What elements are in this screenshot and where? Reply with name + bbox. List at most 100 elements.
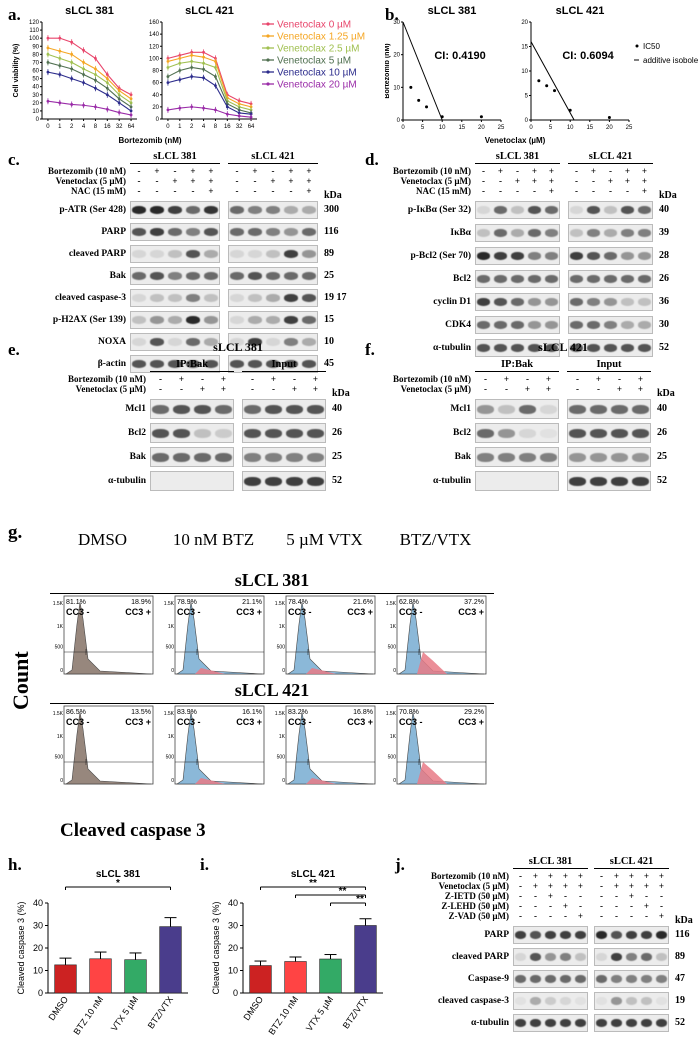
bar	[319, 958, 342, 994]
band	[284, 228, 298, 237]
data-point	[70, 52, 74, 56]
treatment-sign: +	[514, 176, 521, 186]
band	[286, 477, 303, 486]
band	[266, 250, 280, 259]
y-tick-label: 1K	[57, 734, 64, 740]
band	[641, 953, 652, 962]
series-line	[167, 60, 252, 111]
band	[230, 316, 244, 325]
membrane-strip	[130, 245, 220, 263]
band	[150, 250, 164, 259]
data-point	[249, 105, 253, 109]
band-label: α-tubulin	[470, 1018, 509, 1028]
data-point	[58, 101, 62, 105]
x-tick-label: 10	[567, 125, 574, 131]
data-point	[190, 60, 194, 63]
treatment-sign: +	[628, 891, 635, 901]
x-tick-label: 0	[46, 124, 50, 130]
data-point	[82, 103, 85, 107]
neg-pct: 70.8%	[399, 709, 419, 716]
treatment-sign: +	[306, 186, 312, 196]
band	[545, 931, 556, 940]
band	[204, 228, 218, 237]
x-tick-label: 4	[202, 124, 206, 130]
kda-value: 25	[332, 451, 342, 462]
treatment-label: Venetoclax (5 µM)	[55, 176, 126, 186]
data-point	[178, 61, 182, 65]
y-tick-label: 10	[33, 966, 43, 976]
band	[596, 997, 607, 1006]
band	[204, 272, 218, 281]
data-point	[58, 64, 62, 68]
treatment-sign: +	[154, 166, 160, 176]
histogram-shoulder	[195, 668, 225, 674]
band-label: cleaved PARP	[451, 952, 509, 962]
pos-pct: 21.6%	[353, 599, 373, 606]
band	[186, 338, 200, 347]
y-axis-label: Cleaved caspase 3 (%)	[16, 901, 26, 994]
histogram-peak	[176, 711, 263, 785]
data-point	[214, 56, 217, 60]
treatment-sign: +	[624, 166, 631, 176]
ic50-point	[537, 79, 541, 83]
flow-g: DMSO 10 nM BTZ 5 µM VTX BTZ/VTX sLCL 381 1.5K…	[0, 520, 699, 850]
pos-pct: 18.9%	[131, 599, 151, 606]
band	[302, 228, 316, 237]
data-point	[70, 40, 74, 44]
band	[545, 229, 558, 238]
band	[215, 453, 232, 462]
band	[530, 1019, 541, 1028]
kda-value: 36	[659, 296, 669, 307]
flow-histogram: 1.5K 1K 500 0 70.8% 29.2% CC3 - CC3 +	[386, 705, 487, 785]
membrane-strip	[567, 471, 651, 491]
band	[545, 298, 558, 307]
band	[302, 294, 316, 303]
data-point	[70, 77, 74, 80]
neg-pct: 78.9%	[177, 599, 197, 606]
band-label: p-Bcl2 (Ser 70)	[410, 251, 471, 261]
pos-pct: 16.8%	[353, 709, 373, 716]
x-tick-label: 0	[166, 124, 170, 130]
band	[302, 206, 316, 215]
histogram-peak	[65, 601, 152, 675]
y-tick-label: 30	[393, 20, 400, 26]
x-tick-label: 20	[478, 125, 485, 131]
legend-marker	[266, 58, 270, 62]
data-point	[94, 56, 97, 60]
y-tick-label: 10	[32, 109, 39, 115]
y-tick-label: 500	[277, 644, 286, 650]
neg-pct: 86.5%	[66, 709, 86, 716]
membrane-strip	[242, 423, 326, 443]
sig-label: **	[356, 894, 364, 905]
chart-i: sLCL 421 0 10 20 30 40 Cleaved caspase 3 (%) DM…	[211, 869, 383, 1037]
band	[498, 429, 515, 438]
treatment-sign: -	[609, 166, 612, 176]
band-label: PARP	[484, 930, 509, 940]
kda-value: 28	[659, 250, 669, 261]
data-point	[129, 109, 133, 113]
histogram-shoulder	[417, 762, 447, 784]
band	[611, 931, 622, 940]
kda-value: 15	[324, 314, 334, 325]
kda-value: 30	[659, 319, 669, 330]
band	[587, 298, 600, 307]
band	[560, 975, 571, 984]
y-tick-label: 0	[171, 668, 174, 674]
band-label: PARP	[101, 227, 126, 237]
band	[215, 429, 232, 438]
treatment-sign: -	[549, 901, 552, 911]
neg-label: CC3 -	[177, 717, 201, 727]
y-tick-label: 500	[55, 644, 64, 650]
series-line	[47, 53, 132, 104]
pos-label: CC3 +	[458, 607, 484, 617]
data-point	[46, 52, 50, 56]
kda-value: 300	[324, 204, 339, 215]
band	[638, 252, 651, 261]
x-tick-label: 25	[498, 125, 505, 131]
band	[477, 405, 494, 414]
sig-label: **	[339, 886, 347, 897]
band	[150, 360, 164, 369]
band	[656, 953, 667, 962]
treatment-sign: +	[199, 384, 206, 394]
